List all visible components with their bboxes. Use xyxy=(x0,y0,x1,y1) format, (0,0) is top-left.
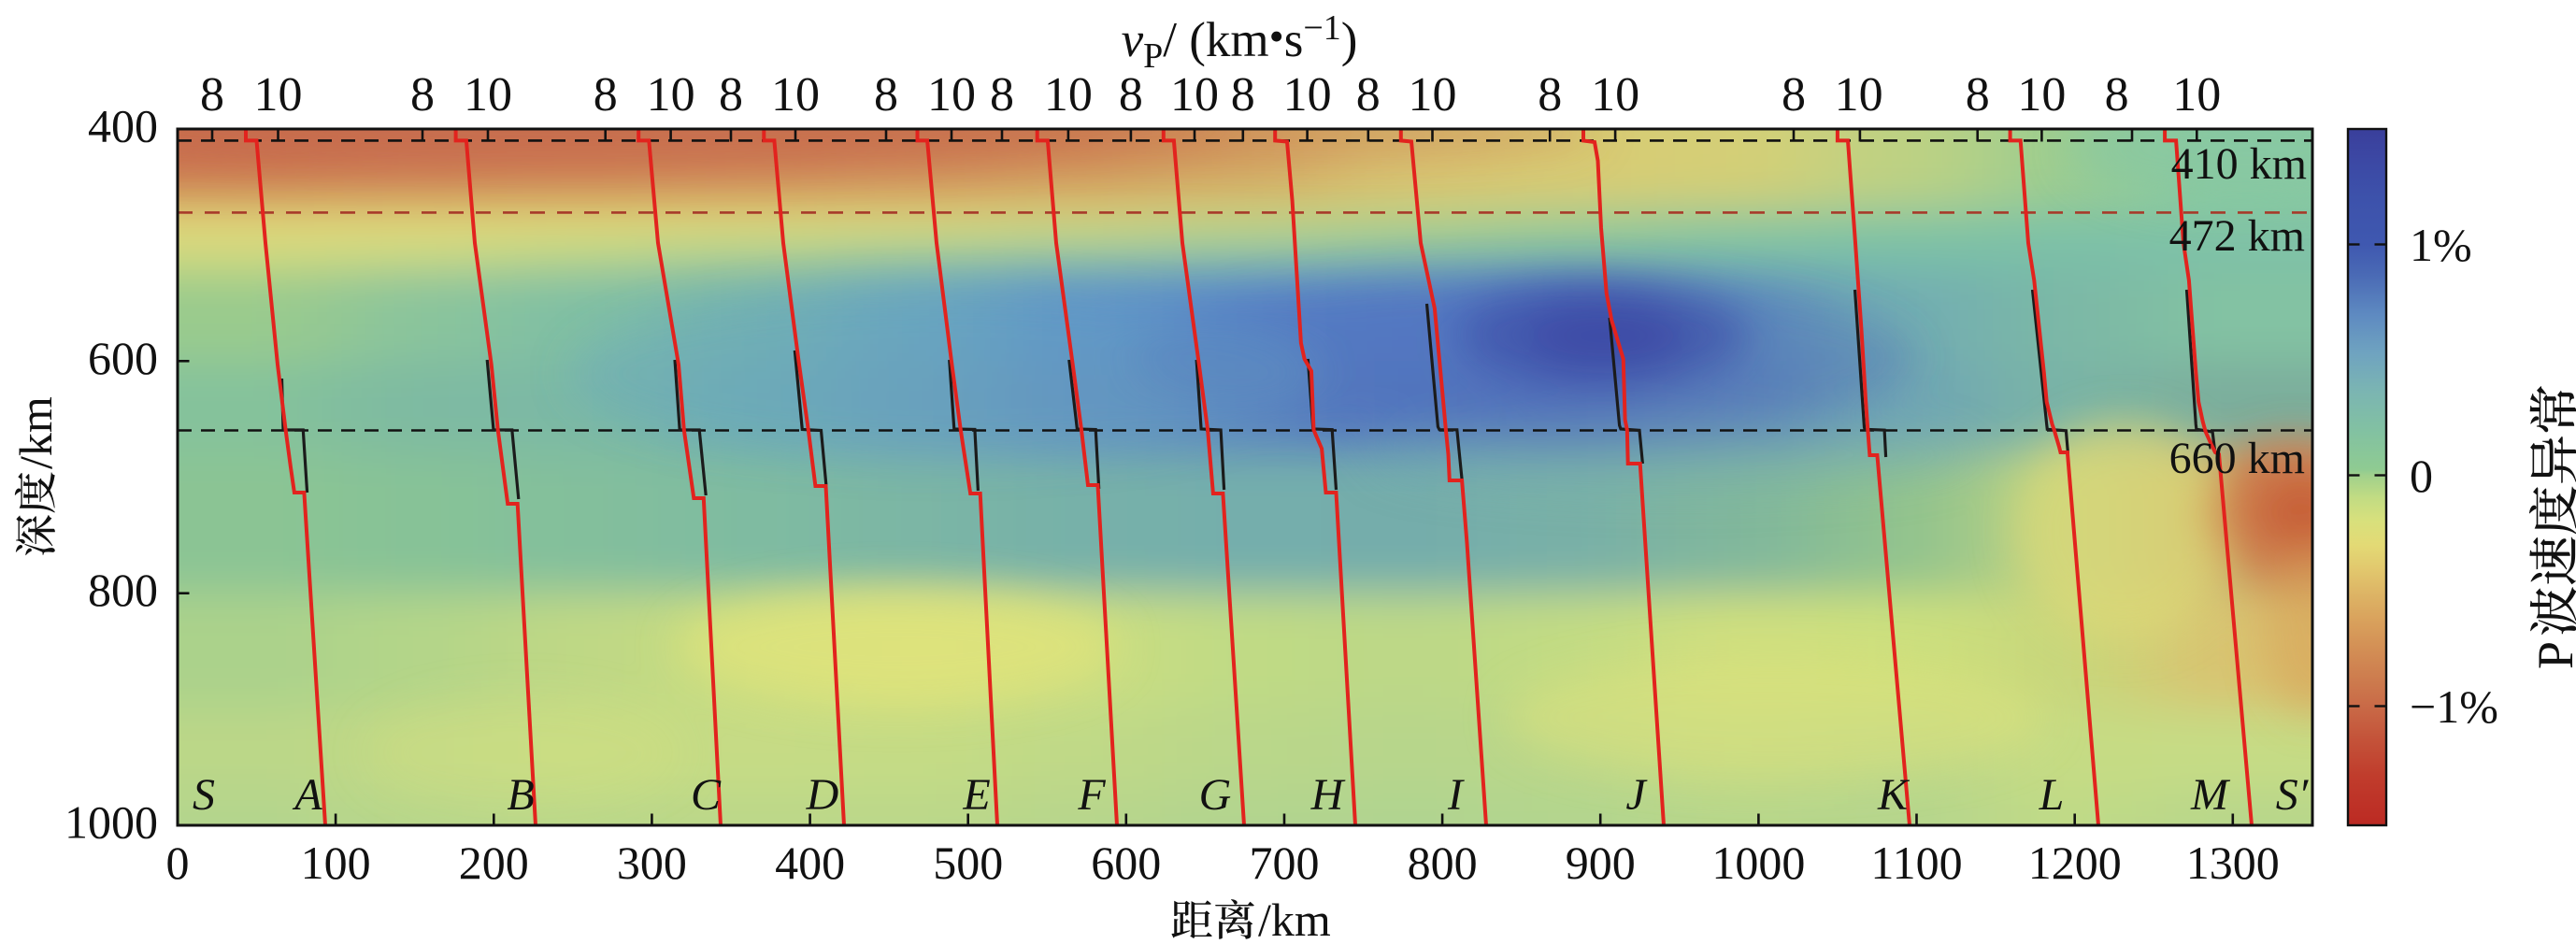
svg-text:10: 10 xyxy=(771,68,820,122)
svg-text:10: 10 xyxy=(464,68,512,122)
svg-text:/km: /km xyxy=(9,396,62,469)
svg-text:200: 200 xyxy=(459,837,529,889)
svg-text:8: 8 xyxy=(1966,68,1990,122)
svg-text:800: 800 xyxy=(88,564,158,616)
svg-text:K: K xyxy=(1877,770,1911,820)
svg-text:C: C xyxy=(691,770,722,820)
svg-text:400: 400 xyxy=(775,837,845,889)
svg-text:G: G xyxy=(1199,770,1232,820)
svg-text:800: 800 xyxy=(1408,837,1478,889)
svg-text:8: 8 xyxy=(200,68,224,122)
svg-text:−1%: −1% xyxy=(2410,680,2498,733)
svg-text:10: 10 xyxy=(1835,68,1883,122)
svg-text:1200: 1200 xyxy=(2028,837,2122,889)
svg-text:8: 8 xyxy=(874,68,898,122)
svg-text:10: 10 xyxy=(254,68,303,122)
svg-text:0: 0 xyxy=(2410,450,2433,502)
svg-text:600: 600 xyxy=(1091,837,1161,889)
svg-text:10: 10 xyxy=(1591,68,1639,122)
svg-text:500: 500 xyxy=(933,837,1003,889)
svg-text:M: M xyxy=(2190,770,2231,820)
svg-text:600: 600 xyxy=(88,332,158,384)
svg-text:8: 8 xyxy=(1782,68,1806,122)
svg-text:100: 100 xyxy=(301,837,371,889)
svg-text:10: 10 xyxy=(1044,68,1093,122)
svg-text:P: P xyxy=(2527,641,2576,669)
svg-text:/km: /km xyxy=(1258,894,1331,944)
svg-text:410 km: 410 km xyxy=(2171,139,2307,189)
svg-text:10: 10 xyxy=(1170,68,1219,122)
svg-text:S: S xyxy=(193,770,215,820)
svg-text:10: 10 xyxy=(647,68,695,122)
svg-text:0: 0 xyxy=(166,837,190,889)
svg-text:8: 8 xyxy=(719,68,743,122)
svg-text:1000: 1000 xyxy=(64,796,158,849)
svg-text:900: 900 xyxy=(1566,837,1636,889)
svg-text:H: H xyxy=(1310,770,1346,820)
svg-text:10: 10 xyxy=(2172,68,2221,122)
svg-text:8: 8 xyxy=(1538,68,1562,122)
svg-text:D: D xyxy=(806,770,839,820)
svg-text:1300: 1300 xyxy=(2186,837,2280,889)
svg-text:8: 8 xyxy=(410,68,435,122)
svg-text:B: B xyxy=(507,770,534,820)
svg-text:10: 10 xyxy=(1409,68,1457,122)
svg-text:F: F xyxy=(1077,770,1106,820)
svg-text:8: 8 xyxy=(1356,68,1381,122)
svg-text:660 km: 660 km xyxy=(2169,434,2305,483)
svg-text:8: 8 xyxy=(1231,68,1255,122)
svg-text:1000: 1000 xyxy=(1711,837,1805,889)
svg-text:400: 400 xyxy=(88,100,158,152)
svg-text:472 km: 472 km xyxy=(2169,211,2305,261)
svg-text:vP/ (km•s−1): vP/ (km•s−1) xyxy=(1122,8,1358,76)
svg-text:L: L xyxy=(2039,770,2065,820)
svg-text:300: 300 xyxy=(617,837,687,889)
svg-text:I: I xyxy=(1447,770,1465,820)
svg-text:10: 10 xyxy=(1283,68,1332,122)
svg-text:E: E xyxy=(962,770,990,820)
svg-text:8: 8 xyxy=(990,68,1014,122)
svg-text:10: 10 xyxy=(2017,68,2066,122)
svg-text:700: 700 xyxy=(1250,837,1320,889)
svg-text:8: 8 xyxy=(594,68,618,122)
svg-text:1%: 1% xyxy=(2410,219,2472,271)
svg-text:10: 10 xyxy=(927,68,976,122)
svg-text:1100: 1100 xyxy=(1870,837,1962,889)
svg-text:8: 8 xyxy=(1119,68,1143,122)
svg-text:S′: S′ xyxy=(2276,770,2310,820)
svg-text:J: J xyxy=(1625,770,1648,820)
svg-text:A: A xyxy=(292,770,322,820)
svg-text:8: 8 xyxy=(2105,68,2129,122)
